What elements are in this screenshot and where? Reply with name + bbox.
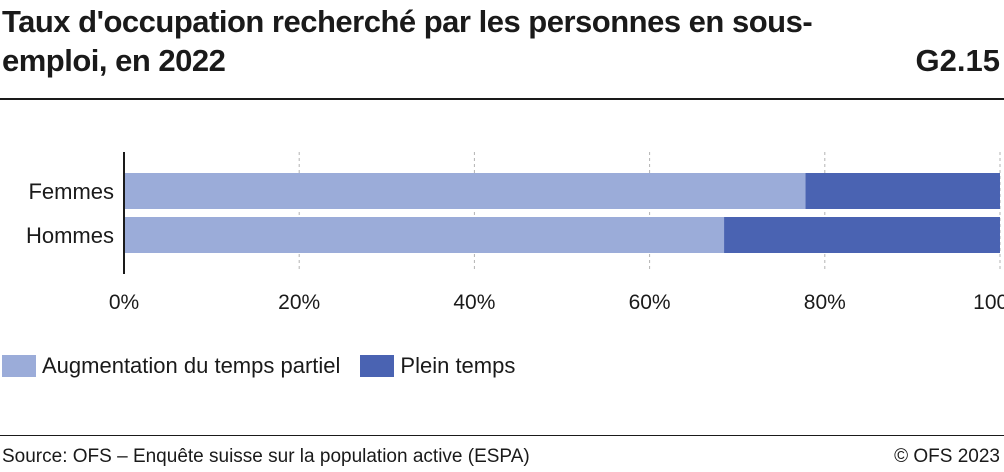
title-divider: [0, 98, 1004, 100]
labels-layer: 0% 20% 40% 60% 80% 100% Femmes Hommes: [26, 179, 1004, 314]
bar-part-time-femmes: [124, 173, 806, 209]
bar-full-time-hommes: [724, 217, 1000, 253]
bars-layer: [124, 173, 1000, 253]
x-tick-label: 80%: [804, 291, 846, 314]
legend-swatch-full-time: [360, 355, 395, 377]
bar-part-time-hommes: [124, 217, 725, 253]
x-tick-label: 20%: [278, 291, 320, 314]
source-note: Source: OFS – Enquête suisse sur la popu…: [2, 446, 530, 467]
legend-label-part-time: Augmentation du temps partiel: [42, 353, 341, 378]
legend-item-part-time: Augmentation du temps partiel: [2, 353, 340, 379]
legend-label-full-time: Plein temps: [400, 353, 516, 378]
x-tick-label: 0%: [109, 291, 139, 314]
legend-swatch-part-time: [2, 355, 36, 377]
legend-item-full-time: Plein temps: [360, 353, 515, 379]
grid-layer: [298, 152, 1001, 272]
x-tick-label: 100%: [973, 291, 1004, 314]
x-tick-label: 40%: [453, 291, 495, 314]
bar-full-time-femmes: [805, 173, 1000, 209]
category-label: Femmes: [28, 179, 114, 204]
legend: Augmentation du temps partiel Plein temp…: [2, 353, 535, 379]
copyright-note: © OFS 2023: [894, 446, 1000, 467]
chart-title: Taux d'occupation recherché par les pers…: [2, 4, 813, 78]
category-label: Hommes: [26, 223, 114, 248]
chart-id: G2.15: [915, 43, 1000, 78]
footer-divider: [0, 435, 1004, 436]
x-tick-label: 60%: [629, 291, 671, 314]
